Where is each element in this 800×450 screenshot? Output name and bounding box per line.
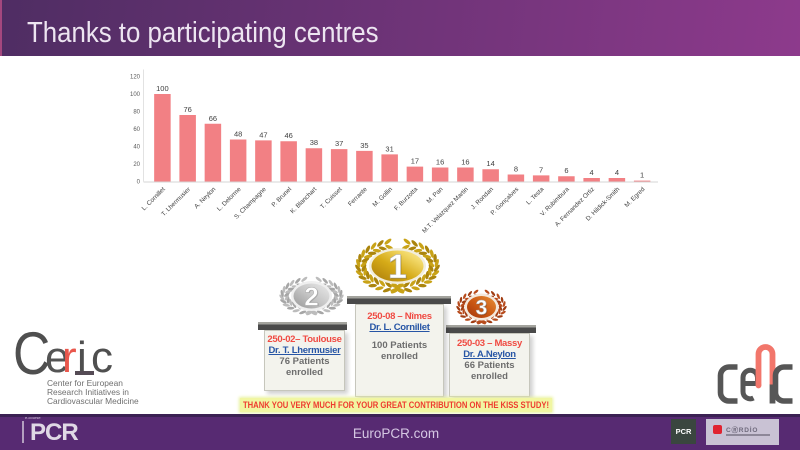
svg-text:38: 38: [310, 138, 318, 147]
svg-text:40: 40: [133, 145, 140, 151]
svg-text:46: 46: [285, 131, 293, 140]
svg-text:17: 17: [411, 157, 419, 166]
svg-text:20: 20: [133, 162, 140, 168]
svg-text:K. Blanchart: K. Blanchart: [289, 186, 318, 215]
svg-text:3: 3: [476, 297, 488, 320]
svg-text:66: 66: [209, 114, 217, 123]
svg-text:F. Burzotta: F. Burzotta: [393, 186, 420, 213]
svg-text:M. Gollin: M. Gollin: [371, 186, 394, 209]
svg-text:A. Neylon: A. Neylon: [193, 186, 218, 211]
svg-text:31: 31: [385, 144, 393, 153]
svg-text:1: 1: [389, 249, 408, 287]
svg-text:35: 35: [360, 141, 368, 150]
svg-text:4: 4: [590, 168, 594, 177]
svg-text:60: 60: [133, 127, 140, 133]
svg-text:120: 120: [130, 75, 141, 81]
svg-text:J. Rondan: J. Rondan: [470, 186, 496, 212]
svg-text:8: 8: [514, 165, 518, 174]
svg-text:47: 47: [259, 130, 267, 139]
svg-text:L. Cornillet: L. Cornillet: [141, 186, 167, 212]
svg-text:14: 14: [486, 159, 494, 168]
svg-text:1: 1: [640, 171, 644, 180]
svg-text:4: 4: [615, 168, 619, 177]
svg-text:1: 1: [388, 248, 407, 286]
svg-text:76: 76: [184, 105, 192, 114]
svg-text:100: 100: [130, 92, 141, 98]
svg-text:M. Egred: M. Egred: [623, 186, 646, 209]
svg-text:L. Testa: L. Testa: [525, 186, 546, 207]
svg-text:7: 7: [539, 165, 543, 174]
svg-text:Ferrante: Ferrante: [347, 186, 369, 208]
svg-text:0: 0: [137, 180, 141, 186]
svg-text:100: 100: [156, 84, 169, 93]
svg-text:P. Brunel: P. Brunel: [270, 186, 293, 209]
svg-text:16: 16: [461, 158, 469, 167]
svg-text:M. Pan: M. Pan: [425, 186, 444, 205]
svg-text:16: 16: [436, 158, 444, 167]
svg-text:2: 2: [305, 282, 319, 312]
svg-text:3: 3: [477, 297, 489, 320]
svg-text:6: 6: [564, 166, 568, 175]
svg-text:48: 48: [234, 130, 242, 139]
svg-text:37: 37: [335, 139, 343, 148]
svg-text:80: 80: [133, 110, 140, 116]
svg-text:T. Cuisset: T. Cuisset: [319, 186, 344, 211]
svg-text:2: 2: [304, 281, 318, 311]
